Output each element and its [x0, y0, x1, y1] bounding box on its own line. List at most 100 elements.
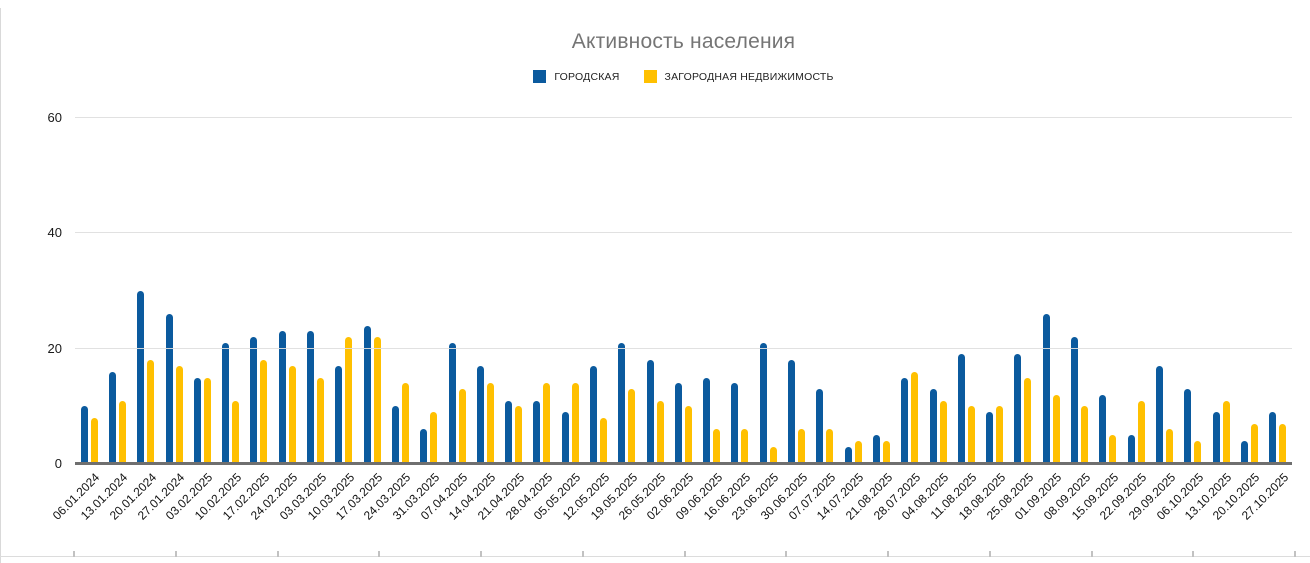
bar[interactable]	[1240, 440, 1248, 464]
bar[interactable]	[476, 365, 484, 464]
bar[interactable]	[1099, 394, 1107, 464]
bar[interactable]	[288, 365, 296, 464]
bar-group	[867, 118, 895, 464]
bar[interactable]	[872, 435, 880, 464]
bar[interactable]	[599, 417, 607, 464]
bar[interactable]	[844, 446, 852, 464]
x-axis-label: 03.02.2025	[163, 470, 216, 523]
bar[interactable]	[901, 377, 909, 464]
x-axis-label: 30.06.2025	[757, 470, 810, 523]
bar[interactable]	[882, 440, 890, 464]
bar[interactable]	[1212, 412, 1220, 464]
bar[interactable]	[967, 406, 975, 464]
bar[interactable]	[1071, 337, 1079, 464]
bar[interactable]	[80, 406, 88, 464]
bar[interactable]	[1024, 377, 1032, 464]
bar[interactable]	[165, 314, 173, 464]
bar[interactable]	[90, 417, 98, 464]
bar[interactable]	[260, 360, 268, 464]
bar[interactable]	[505, 400, 513, 464]
bar[interactable]	[1222, 400, 1230, 464]
bar[interactable]	[713, 429, 721, 464]
bar-group	[443, 118, 471, 464]
legend-item-urban[interactable]: ГОРОДСКАЯ	[533, 70, 619, 83]
bar[interactable]	[826, 429, 834, 464]
bar[interactable]	[250, 337, 258, 464]
bar[interactable]	[458, 389, 466, 464]
bar[interactable]	[957, 354, 965, 464]
bar[interactable]	[203, 377, 211, 464]
bar[interactable]	[1279, 423, 1287, 464]
bar[interactable]	[1165, 429, 1173, 464]
bar[interactable]	[1155, 365, 1163, 464]
bar[interactable]	[307, 331, 315, 464]
bar[interactable]	[1127, 435, 1135, 464]
bar[interactable]	[317, 377, 325, 464]
bar-group	[1065, 118, 1093, 464]
bar[interactable]	[816, 389, 824, 464]
bar[interactable]	[515, 406, 523, 464]
bar[interactable]	[571, 383, 579, 464]
bar[interactable]	[222, 342, 230, 464]
bar[interactable]	[1052, 394, 1060, 464]
bar[interactable]	[401, 383, 409, 464]
legend-item-suburban[interactable]: ЗАГОРОДНАЯ НЕДВИЖИМОСТЬ	[643, 70, 834, 83]
bar[interactable]	[543, 383, 551, 464]
bar[interactable]	[137, 291, 145, 464]
bar[interactable]	[1014, 354, 1022, 464]
bar[interactable]	[788, 360, 796, 464]
bar[interactable]	[335, 365, 343, 464]
bar[interactable]	[1042, 314, 1050, 464]
bar[interactable]	[193, 377, 201, 464]
bar[interactable]	[684, 406, 692, 464]
bar[interactable]	[911, 371, 919, 464]
bar[interactable]	[175, 365, 183, 464]
bar[interactable]	[589, 365, 597, 464]
bar[interactable]	[118, 400, 126, 464]
bar[interactable]	[939, 400, 947, 464]
bar[interactable]	[448, 342, 456, 464]
bar[interactable]	[674, 383, 682, 464]
bar[interactable]	[854, 440, 862, 464]
bar[interactable]	[759, 342, 767, 464]
bar[interactable]	[430, 412, 438, 464]
bar[interactable]	[1109, 435, 1117, 464]
bar[interactable]	[147, 360, 155, 464]
bar[interactable]	[618, 342, 626, 464]
bar[interactable]	[986, 412, 994, 464]
bar[interactable]	[1081, 406, 1089, 464]
bar[interactable]	[345, 337, 353, 464]
bar-group	[75, 118, 103, 464]
bar[interactable]	[731, 383, 739, 464]
bar[interactable]	[1137, 400, 1145, 464]
bar[interactable]	[1194, 440, 1202, 464]
legend-swatch-urban-icon	[533, 70, 547, 83]
x-axis-label: 24.02.2025	[248, 470, 301, 523]
bar[interactable]	[798, 429, 806, 464]
bar-group	[1207, 118, 1235, 464]
bar[interactable]	[996, 406, 1004, 464]
bar[interactable]	[420, 429, 428, 464]
bar[interactable]	[486, 383, 494, 464]
bar[interactable]	[278, 331, 286, 464]
bar[interactable]	[108, 371, 116, 464]
bar[interactable]	[533, 400, 541, 464]
bar[interactable]	[769, 446, 777, 464]
bar[interactable]	[363, 325, 371, 464]
bar[interactable]	[1250, 423, 1258, 464]
bar[interactable]	[656, 400, 664, 464]
bar[interactable]	[1269, 412, 1277, 464]
bar[interactable]	[741, 429, 749, 464]
bar[interactable]	[628, 389, 636, 464]
bar[interactable]	[232, 400, 240, 464]
x-axis-label: 08.09.2025	[1040, 470, 1093, 523]
bar[interactable]	[929, 389, 937, 464]
bar[interactable]	[646, 360, 654, 464]
bar[interactable]	[561, 412, 569, 464]
bar[interactable]	[391, 406, 399, 464]
y-axis-label-60: 60	[47, 110, 62, 125]
bar[interactable]	[703, 377, 711, 464]
x-axis-label: 28.07.2025	[870, 470, 924, 523]
bar[interactable]	[373, 337, 381, 464]
bar[interactable]	[1184, 389, 1192, 464]
